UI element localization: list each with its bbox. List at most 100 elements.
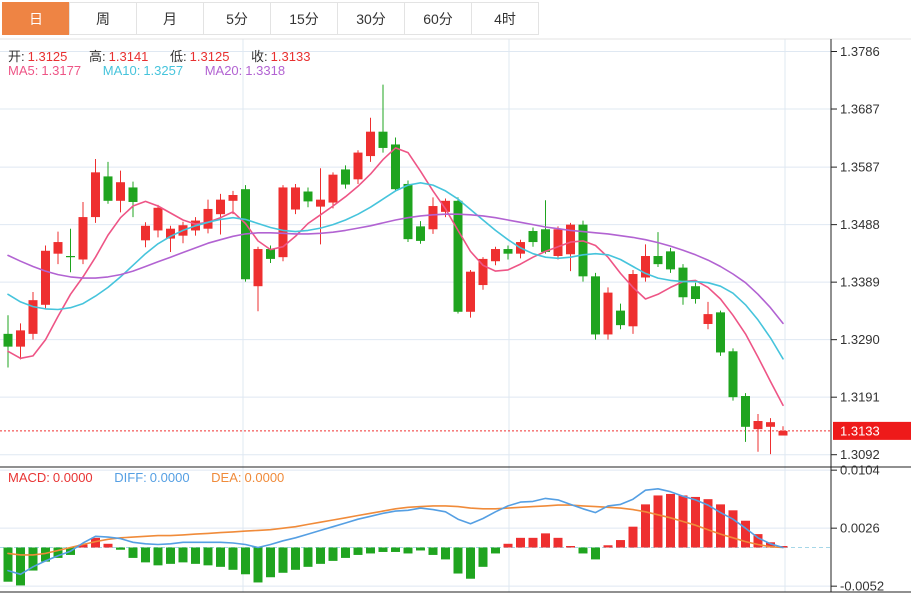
candle[interactable]	[378, 131, 388, 148]
macd-histogram-bar[interactable]	[403, 547, 413, 554]
macd-histogram-bar[interactable]	[203, 547, 213, 566]
macd-histogram-bar[interactable]	[753, 534, 763, 548]
candle[interactable]	[28, 300, 38, 334]
tab-day[interactable]: 日	[2, 2, 70, 35]
candle[interactable]	[91, 172, 100, 218]
tab-hour4[interactable]: 4时	[471, 2, 539, 35]
candle[interactable]	[253, 249, 263, 287]
macd-histogram-bar[interactable]	[341, 547, 350, 558]
macd-histogram-bar[interactable]	[378, 547, 388, 552]
macd-histogram-bar[interactable]	[91, 537, 100, 548]
macd-histogram-bar[interactable]	[578, 547, 588, 554]
macd-histogram-bar[interactable]	[266, 547, 275, 578]
macd-histogram-bar[interactable]	[391, 547, 400, 552]
candle[interactable]	[603, 292, 613, 335]
macd-histogram-bar[interactable]	[541, 533, 550, 548]
candle[interactable]	[553, 229, 563, 257]
candle[interactable]	[3, 333, 13, 347]
candle[interactable]	[616, 310, 625, 326]
macd-histogram-bar[interactable]	[178, 547, 188, 563]
candle[interactable]	[778, 430, 788, 436]
macd-histogram-bar[interactable]	[241, 547, 250, 575]
candle[interactable]	[416, 226, 425, 241]
candle[interactable]	[278, 187, 288, 258]
candle[interactable]	[566, 224, 575, 255]
candle[interactable]	[391, 144, 400, 190]
candle[interactable]	[691, 286, 700, 299]
tab-week[interactable]: 周	[69, 2, 137, 35]
macd-histogram-bar[interactable]	[716, 504, 725, 548]
candle[interactable]	[753, 421, 763, 430]
candle[interactable]	[78, 217, 88, 260]
macd-histogram-bar[interactable]	[78, 544, 88, 548]
candle[interactable]	[103, 176, 113, 201]
macd-histogram-bar[interactable]	[116, 547, 125, 550]
macd-histogram-bar[interactable]	[3, 547, 13, 582]
macd-histogram-bar[interactable]	[528, 537, 538, 548]
macd-histogram-bar[interactable]	[316, 547, 325, 564]
tab-min30[interactable]: 30分	[337, 2, 405, 35]
macd-histogram-bar[interactable]	[303, 547, 313, 567]
macd-histogram-bar[interactable]	[666, 493, 675, 548]
candle[interactable]	[66, 256, 75, 258]
candle[interactable]	[228, 195, 238, 201]
macd-histogram-bar[interactable]	[516, 537, 525, 548]
candle[interactable]	[728, 351, 738, 398]
macd-histogram-bar[interactable]	[641, 504, 650, 548]
macd-histogram-bar[interactable]	[553, 537, 563, 548]
candle[interactable]	[428, 206, 438, 230]
macd-histogram-bar[interactable]	[478, 547, 488, 567]
macd-histogram-bar[interactable]	[366, 547, 375, 554]
candle[interactable]	[503, 249, 513, 254]
macd-histogram-bar[interactable]	[441, 547, 450, 560]
macd-histogram-bar[interactable]	[503, 543, 513, 548]
macd-histogram-bar[interactable]	[603, 545, 613, 548]
candle[interactable]	[578, 224, 588, 277]
macd-histogram-bar[interactable]	[628, 526, 638, 548]
macd-histogram-bar[interactable]	[691, 496, 700, 548]
macd-histogram-bar[interactable]	[428, 547, 438, 555]
candle[interactable]	[441, 200, 450, 212]
macd-histogram-bar[interactable]	[466, 547, 475, 579]
candle[interactable]	[141, 225, 150, 241]
candle[interactable]	[166, 228, 175, 239]
macd-histogram-bar[interactable]	[591, 547, 600, 560]
candle[interactable]	[216, 199, 225, 215]
macd-histogram-bar[interactable]	[453, 547, 463, 574]
candle[interactable]	[203, 208, 213, 229]
macd-histogram-bar[interactable]	[16, 547, 25, 586]
candle[interactable]	[41, 250, 50, 305]
candle[interactable]	[491, 249, 500, 262]
macd-histogram-bar[interactable]	[128, 547, 138, 558]
candle[interactable]	[666, 251, 675, 270]
macd-histogram-bar[interactable]	[291, 547, 300, 570]
candle[interactable]	[316, 199, 325, 207]
candle[interactable]	[591, 276, 600, 335]
candle[interactable]	[128, 187, 138, 202]
macd-histogram-bar[interactable]	[228, 547, 238, 570]
candle[interactable]	[53, 242, 63, 254]
candle[interactable]	[328, 174, 338, 203]
macd-histogram-bar[interactable]	[653, 495, 663, 548]
candle[interactable]	[466, 271, 475, 312]
candle[interactable]	[716, 312, 725, 353]
macd-histogram-bar[interactable]	[278, 547, 288, 573]
candle[interactable]	[366, 131, 375, 157]
candle[interactable]	[703, 314, 713, 324]
candle[interactable]	[541, 229, 550, 252]
candle[interactable]	[153, 207, 163, 231]
macd-histogram-bar[interactable]	[766, 542, 775, 548]
macd-histogram-bar[interactable]	[191, 547, 200, 564]
macd-histogram-bar[interactable]	[491, 547, 500, 554]
macd-histogram-bar[interactable]	[153, 547, 163, 566]
macd-histogram-bar[interactable]	[728, 510, 738, 548]
macd-histogram-bar[interactable]	[103, 543, 113, 548]
candle[interactable]	[766, 422, 775, 427]
candle[interactable]	[16, 330, 25, 347]
candle[interactable]	[353, 152, 363, 180]
macd-histogram-bar[interactable]	[416, 547, 425, 551]
macd-histogram-bar[interactable]	[616, 540, 625, 548]
candle[interactable]	[303, 191, 313, 202]
macd-histogram-bar[interactable]	[53, 547, 63, 558]
